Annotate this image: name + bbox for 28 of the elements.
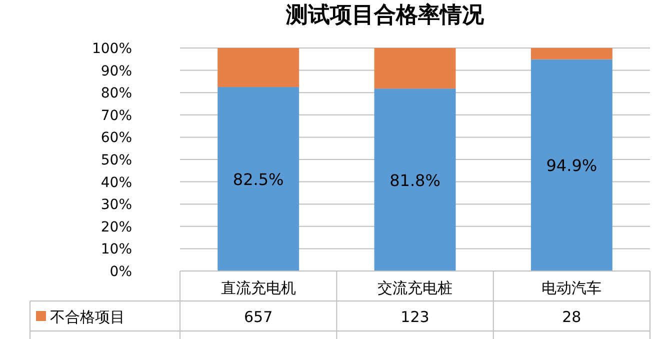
y-tick-label: 90%: [100, 63, 132, 80]
chart-title: 测试项目合格率情况: [285, 2, 485, 28]
x-tick-label: 交流充电桩: [378, 279, 452, 297]
y-tick-label: 50%: [100, 152, 132, 168]
legend-label: 不合格项目: [50, 308, 125, 326]
y-tick-label: 0%: [110, 264, 132, 280]
y-tick-label: 70%: [100, 108, 132, 124]
y-tick-label: 20%: [100, 219, 132, 236]
bar: [530, 48, 612, 60]
x-tick-label: 电动汽车: [542, 279, 602, 297]
data-label: 81.8%: [390, 170, 440, 190]
y-tick-label: 100%: [92, 41, 132, 57]
bar: [374, 48, 456, 89]
text: 28: [562, 308, 582, 326]
y-tick-label: 40%: [100, 174, 132, 191]
data-label: 82.5%: [232, 170, 284, 190]
data-label: 94.9%: [546, 156, 598, 176]
y-tick-label: 10%: [100, 242, 132, 258]
y-tick-label: 30%: [100, 197, 132, 214]
text: 657: [244, 308, 273, 326]
y-tick-label: 80%: [100, 86, 132, 102]
bar: [218, 48, 300, 88]
bar: [530, 59, 612, 271]
bar: [374, 88, 456, 271]
x-tick-label: 直流充电机: [220, 279, 296, 297]
bar: [218, 87, 300, 271]
y-tick-label: 60%: [100, 130, 132, 146]
text: 123: [400, 308, 430, 326]
